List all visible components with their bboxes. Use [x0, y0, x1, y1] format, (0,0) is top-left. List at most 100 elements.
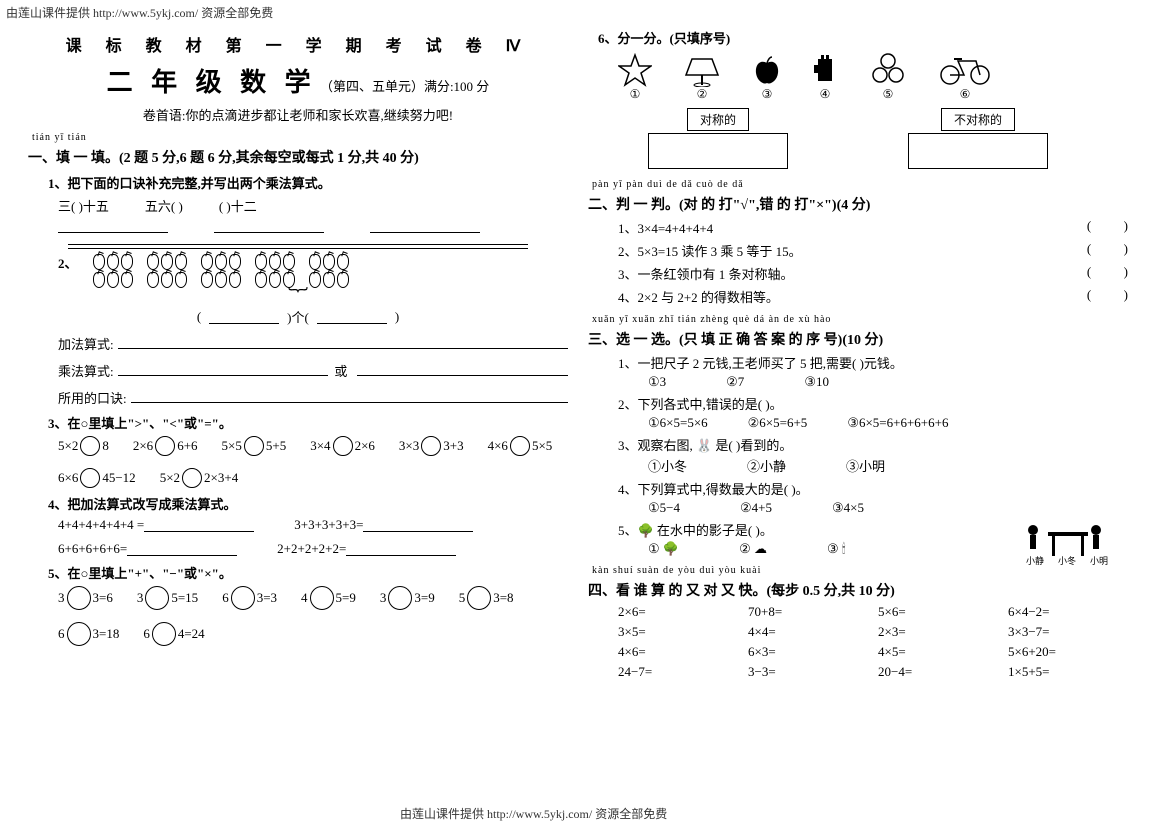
circle-blank[interactable] — [467, 586, 491, 610]
q2-row: 2、 — [58, 253, 568, 289]
blank-line[interactable] — [118, 335, 568, 349]
choice-option[interactable]: ③6×5=6+6+6+6+6 — [847, 415, 948, 431]
q-text: 4、下列算式中,得数最大的是( )。 — [618, 479, 809, 498]
blank-line[interactable] — [131, 389, 568, 403]
choice-option[interactable]: ②6×5=6+5 — [748, 415, 808, 431]
circle-blank[interactable] — [388, 586, 412, 610]
choice-option[interactable]: ③ 🕯 — [827, 541, 846, 557]
blank-line[interactable] — [118, 362, 329, 376]
calc-item[interactable]: 20−4= — [878, 664, 998, 680]
q1-blanks-row: 三( )十五 五六( ) ( )十二 — [58, 196, 568, 215]
icon-number: ④ — [812, 87, 838, 102]
circle-blank[interactable] — [80, 436, 100, 456]
circle-blank[interactable] — [67, 622, 91, 646]
rewrite-expr: 2+2+2+2+2= — [277, 541, 456, 557]
choice-option[interactable]: ①小冬 — [648, 456, 687, 475]
answer-paren[interactable]: ( ) — [1087, 287, 1128, 306]
mul-label: 乘法算式: — [58, 361, 114, 380]
blank-line[interactable] — [127, 542, 237, 556]
calc-item[interactable]: 3−3= — [748, 664, 868, 680]
pear-icon — [121, 254, 133, 270]
choice-option[interactable]: ③4×5 — [832, 500, 864, 516]
circle-blank[interactable] — [421, 436, 441, 456]
right-column: 6、分一分。(只填序号) ①②③④⑤⑥ 对称的 不对称的 pàn yī pàn … — [578, 22, 1138, 680]
paper-main-title: 二 年 级 数 学 — [107, 68, 317, 97]
s3-q3: 3、观察右图, 🐰 是( )看到的。 — [618, 435, 1128, 454]
judge-item: 2、5×3=15 读作 3 乘 5 等于 15。( ) — [618, 241, 1128, 260]
section2-pinyin: pàn yī pàn duì de dǎ cuò de dǎ — [592, 179, 1128, 190]
answer-paren[interactable]: ( ) — [1087, 241, 1128, 260]
blank-line[interactable] — [363, 518, 473, 532]
choice-option[interactable]: ①6×5=5×6 — [648, 415, 708, 431]
calc-item[interactable]: 2×3= — [878, 624, 998, 640]
calc-item[interactable]: 1×5+5= — [1008, 664, 1128, 680]
circle-blank[interactable] — [333, 436, 353, 456]
choice-option[interactable]: ③10 — [804, 374, 829, 390]
compare-expr: 6×6 45−12 — [58, 468, 136, 488]
q1-part: ( )十二 — [219, 196, 257, 215]
circle-blank[interactable] — [182, 468, 202, 488]
answer-box[interactable] — [648, 133, 788, 169]
q6-text: 6、分一分。(只填序号) — [598, 28, 1128, 47]
section3-pinyin: xuǎn yī xuǎn zhǐ tián zhèng què dá àn de… — [592, 314, 1128, 325]
choice-option[interactable]: ② ☁ — [739, 541, 767, 557]
judge-item: 1、3×4=4+4+4+4( ) — [618, 218, 1128, 237]
icon-number: ① — [618, 87, 652, 102]
section2-heading: 二、判 一 判。(对 的 打"√",错 的 打"×")(4 分) — [588, 194, 1128, 214]
choice-option[interactable]: ②小静 — [747, 456, 786, 475]
choice-option[interactable]: ③小明 — [846, 456, 885, 475]
icon-number: ② — [682, 87, 722, 102]
pear-icon — [255, 272, 267, 288]
blank-line[interactable] — [58, 219, 168, 233]
answer-paren[interactable]: ( ) — [1087, 264, 1128, 283]
choice-option[interactable]: ① 🌳 — [648, 541, 679, 557]
choice-option[interactable]: ①5−4 — [648, 500, 680, 516]
pear-icon — [269, 254, 281, 270]
pear-icon — [147, 254, 159, 270]
blank-line[interactable] — [209, 310, 279, 324]
calc-item[interactable]: 2×6= — [618, 604, 738, 620]
s3-q4: 4、下列算式中,得数最大的是( )。 — [618, 479, 1128, 498]
circle-blank[interactable] — [510, 436, 530, 456]
circle-blank[interactable] — [310, 586, 334, 610]
calc-item[interactable]: 6×4−2= — [1008, 604, 1128, 620]
blank-line[interactable] — [317, 310, 387, 324]
choice-option[interactable]: ②7 — [726, 374, 744, 390]
circle-blank[interactable] — [244, 436, 264, 456]
judge-item: 3、一条红领巾有 1 条对称轴。( ) — [618, 264, 1128, 283]
divider — [68, 244, 528, 245]
circle-blank[interactable] — [145, 586, 169, 610]
circle-blank[interactable] — [231, 586, 255, 610]
choice-option[interactable]: ①3 — [648, 374, 666, 390]
answer-box[interactable] — [908, 133, 1048, 169]
calc-item[interactable]: 5×6+20= — [1008, 644, 1128, 660]
circle-blank[interactable] — [152, 622, 176, 646]
symmetric-label: 对称的 — [687, 108, 749, 131]
blank-line[interactable] — [214, 219, 324, 233]
choice-option[interactable]: ②4+5 — [740, 500, 772, 516]
calc-item[interactable]: 24−7= — [618, 664, 738, 680]
circle-blank[interactable] — [80, 468, 100, 488]
pear-icon — [337, 254, 349, 270]
blank-line[interactable] — [370, 219, 480, 233]
calc-item[interactable]: 70+8= — [748, 604, 868, 620]
calc-item[interactable]: 4×4= — [748, 624, 868, 640]
answer-paren[interactable]: ( ) — [1087, 218, 1128, 237]
blank-line[interactable] — [144, 518, 254, 532]
calc-item[interactable]: 4×6= — [618, 644, 738, 660]
pear-group — [146, 253, 188, 289]
calc-item[interactable]: 3×3−7= — [1008, 624, 1128, 640]
apple-icon: ③ — [752, 53, 782, 102]
calc-item[interactable]: 3×5= — [618, 624, 738, 640]
calc-item[interactable]: 6×3= — [748, 644, 868, 660]
op-expr: 6 3=3 — [222, 586, 277, 610]
circle-blank[interactable] — [67, 586, 91, 610]
calc-item[interactable]: 5×6= — [878, 604, 998, 620]
q-text: 1、一把尺子 2 元钱,王老师买了 5 把,需要( )元钱。 — [618, 353, 903, 372]
blank-line[interactable] — [357, 362, 568, 376]
divider — [68, 248, 528, 249]
calc-item[interactable]: 4×5= — [878, 644, 998, 660]
pear-icon — [309, 254, 321, 270]
circle-blank[interactable] — [155, 436, 175, 456]
blank-line[interactable] — [346, 542, 456, 556]
